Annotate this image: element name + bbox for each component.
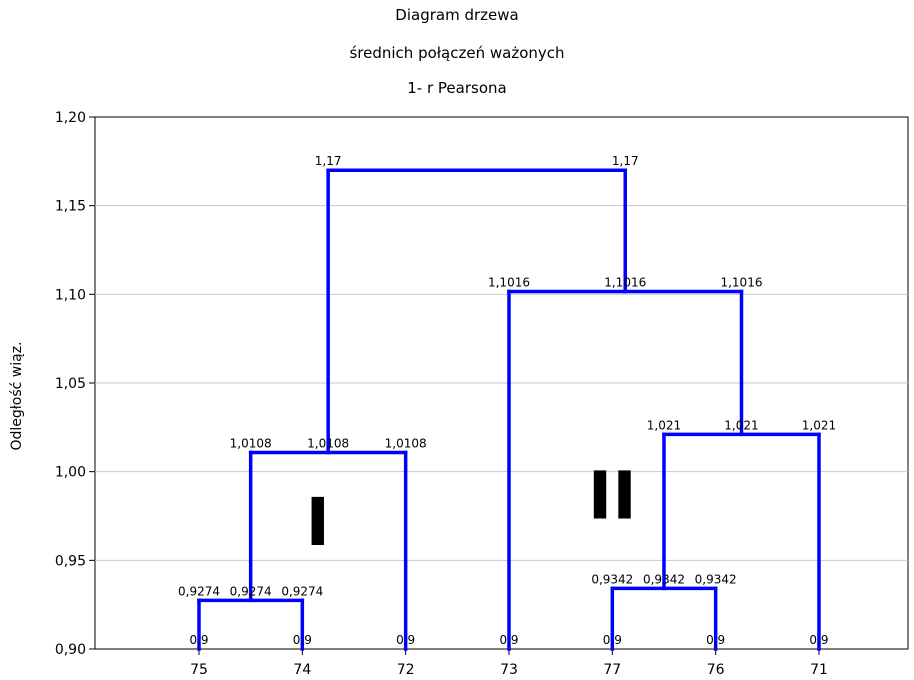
cluster-annotation: I [306,484,331,561]
node-value-label: 1,021 [724,418,758,432]
y-tick-label: 0,95 [55,553,86,569]
node-value-label: 1,0108 [385,437,427,451]
node-value-label: 0,9 [189,633,208,647]
node-value-label: 1,1016 [488,275,530,289]
y-tick-label: 1,00 [55,465,86,481]
leaf-label: 76 [707,662,725,678]
node-value-label: 1,17 [612,154,639,168]
node-value-label: 0,9 [809,633,828,647]
node-value-label: 0,9342 [591,572,633,586]
leaf-label: 73 [500,662,518,678]
node-value-label: 0,9274 [230,584,272,598]
y-tick-label: 1,15 [55,199,86,215]
y-tick-label: 1,20 [55,110,86,126]
node-value-label: 1,17 [315,154,342,168]
y-tick-label: 1,05 [55,376,86,392]
leaf-label: 72 [397,662,415,678]
chart-title: Diagram drzewa [395,6,519,24]
leaf-label: 74 [293,662,311,678]
node-value-label: 0,9 [499,633,518,647]
node-value-label: 0,9274 [281,584,323,598]
node-value-label: 1,0108 [230,437,272,451]
node-value-label: 1,1016 [604,275,646,289]
y-tick-label: 1,10 [55,287,86,303]
node-value-label: 1,021 [802,418,836,432]
node-value-label: 0,9274 [178,584,220,598]
leaf-label: 75 [190,662,208,678]
cluster-annotation: II [588,457,637,534]
leaf-label: 77 [603,662,621,678]
node-value-label: 1,021 [647,418,681,432]
chart-metric: 1- r Pearsona [407,79,507,97]
y-tick-label: 0,90 [55,642,86,658]
leaf-label: 71 [810,662,828,678]
node-value-label: 0,9 [396,633,415,647]
node-value-label: 0,9 [293,633,312,647]
node-value-label: 0,9342 [643,572,685,586]
node-value-label: 0,9342 [695,572,737,586]
chart-subtitle: średnich połączeń ważonych [349,44,565,62]
node-value-label: 0,9 [706,633,725,647]
node-value-label: 0,9 [603,633,622,647]
node-value-label: 1,0108 [307,437,349,451]
node-value-label: 1,1016 [720,275,762,289]
